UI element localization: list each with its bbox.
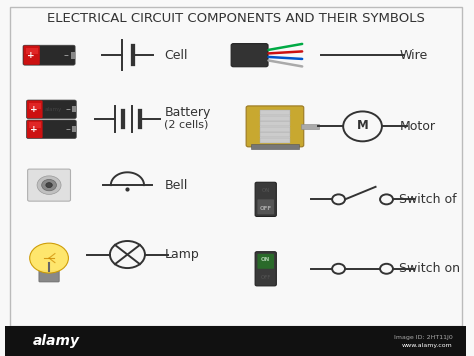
Bar <box>251 145 299 150</box>
Bar <box>72 106 76 112</box>
Text: ELECTRICAL CIRCUIT COMPONENTS AND THEIR SYMBOLS: ELECTRICAL CIRCUIT COMPONENTS AND THEIR … <box>47 12 425 26</box>
Text: OFF: OFF <box>261 275 271 280</box>
FancyBboxPatch shape <box>27 120 43 138</box>
Text: alamy: alamy <box>33 334 80 348</box>
Text: Battery: Battery <box>164 106 210 119</box>
Text: +: + <box>30 125 38 134</box>
Circle shape <box>46 183 52 188</box>
FancyBboxPatch shape <box>27 100 43 118</box>
FancyBboxPatch shape <box>27 120 76 138</box>
Bar <box>26 48 38 54</box>
Text: alamy: alamy <box>45 107 62 112</box>
Bar <box>260 127 290 132</box>
Bar <box>72 126 76 132</box>
FancyBboxPatch shape <box>246 106 304 147</box>
FancyBboxPatch shape <box>39 271 59 282</box>
Text: –: – <box>64 50 68 60</box>
Text: Wire: Wire <box>400 49 428 62</box>
Text: M: M <box>356 119 368 132</box>
Text: –: – <box>65 124 70 134</box>
FancyBboxPatch shape <box>257 199 274 214</box>
Text: Lamp: Lamp <box>164 248 199 261</box>
FancyBboxPatch shape <box>255 252 276 286</box>
Text: OFF: OFF <box>260 206 272 211</box>
FancyBboxPatch shape <box>23 45 75 65</box>
Text: Image ID: 2HT11J0: Image ID: 2HT11J0 <box>394 335 453 340</box>
Text: Cell: Cell <box>164 49 188 62</box>
Circle shape <box>37 176 61 194</box>
Bar <box>29 122 41 129</box>
Text: +: + <box>30 105 38 114</box>
Bar <box>5 326 466 356</box>
Text: –: – <box>65 104 70 114</box>
Text: Switch on: Switch on <box>400 262 460 275</box>
FancyBboxPatch shape <box>257 254 274 269</box>
Text: Bell: Bell <box>164 179 188 192</box>
Bar <box>29 103 41 109</box>
Text: Motor: Motor <box>400 120 436 133</box>
Text: ON: ON <box>261 257 270 262</box>
Text: Switch of: Switch of <box>400 193 457 206</box>
Bar <box>260 116 290 121</box>
Bar <box>10 7 462 326</box>
Bar <box>301 124 319 129</box>
Bar <box>260 110 290 115</box>
FancyBboxPatch shape <box>27 100 76 119</box>
FancyBboxPatch shape <box>231 44 268 67</box>
Bar <box>260 132 290 137</box>
Text: +: + <box>27 51 35 60</box>
Circle shape <box>30 243 68 273</box>
Bar <box>260 121 290 126</box>
Text: (2 cells): (2 cells) <box>164 120 209 130</box>
FancyBboxPatch shape <box>255 182 276 216</box>
Circle shape <box>42 179 56 191</box>
FancyBboxPatch shape <box>27 169 71 201</box>
Text: www.alamy.com: www.alamy.com <box>401 343 453 348</box>
Bar <box>260 137 290 142</box>
Bar <box>260 110 290 143</box>
Text: ON: ON <box>262 188 270 193</box>
Bar <box>71 52 74 59</box>
FancyBboxPatch shape <box>24 46 40 65</box>
